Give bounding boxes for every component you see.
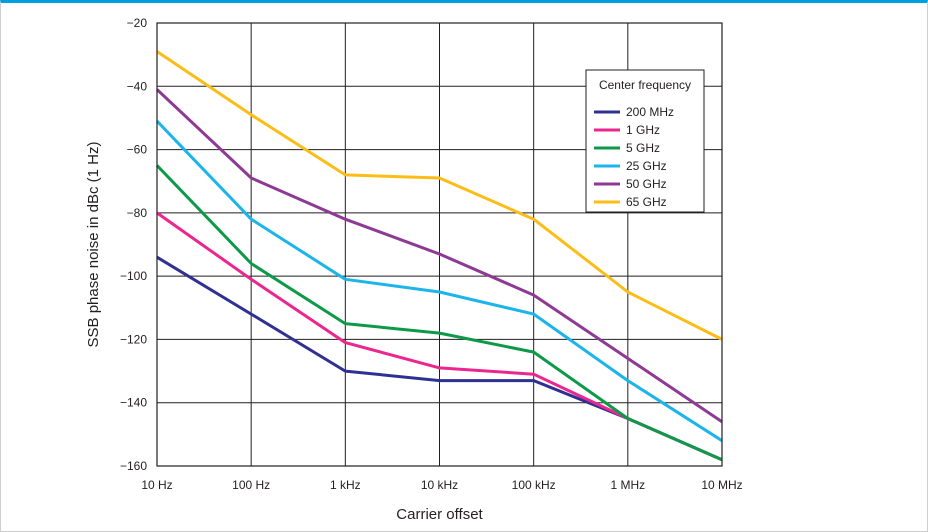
y-tick-label: −100 xyxy=(120,269,147,283)
plot-area-border xyxy=(156,22,723,467)
x-tick-label: 10 Hz xyxy=(141,478,172,492)
x-tick-label: 10 kHz xyxy=(421,478,458,492)
series-line-65-ghz xyxy=(156,50,723,341)
legend-title: Center frequency xyxy=(599,78,691,92)
legend-box xyxy=(585,69,705,213)
y-tick-label: −40 xyxy=(127,79,148,93)
y-tick-label: −60 xyxy=(127,143,148,157)
x-axis-title: Carrier offset xyxy=(396,506,483,523)
series-line-50-ghz xyxy=(155,88,723,423)
series-line-5-ghz xyxy=(155,164,723,462)
legend-entry-label: 1 GHz xyxy=(626,123,660,137)
y-tick-label: −80 xyxy=(127,206,148,220)
y-tick-labels: −20 −40 −60 −80 −100 −120 −140 −160 xyxy=(120,16,147,473)
x-tick-label: 100 kHz xyxy=(512,478,556,492)
x-tick-label: 1 MHz xyxy=(610,478,645,492)
x-tick-label: 100 Hz xyxy=(232,478,270,492)
y-tick-label: −140 xyxy=(120,396,147,410)
x-tick-labels: 10 Hz 100 Hz 1 kHz 10 kHz 100 kHz 1 MHz 10 MHz xyxy=(141,478,742,492)
series-line-25-ghz xyxy=(155,120,723,442)
series-layer xyxy=(155,50,723,462)
legend-entry-label: 200 MHz xyxy=(626,105,674,119)
y-axis-title: SSB phase noise in dBc (1 Hz) xyxy=(85,142,102,348)
legend-entry-label: 25 GHz xyxy=(626,159,667,173)
legend-entry-label: 5 GHz xyxy=(626,141,660,155)
legend: Center frequency 200 MHz 1 GHz 5 GHz 25 GHz… xyxy=(585,69,705,213)
y-tick-label: −160 xyxy=(120,459,147,473)
legend-entry-label: 50 GHz xyxy=(626,177,667,191)
x-tick-label: 1 kHz xyxy=(330,478,361,492)
y-tick-label: −20 xyxy=(127,16,148,30)
legend-entry-label: 65 GHz xyxy=(626,195,667,209)
x-tick-label: 10 MHz xyxy=(701,478,742,492)
y-tick-label: −120 xyxy=(120,332,147,346)
